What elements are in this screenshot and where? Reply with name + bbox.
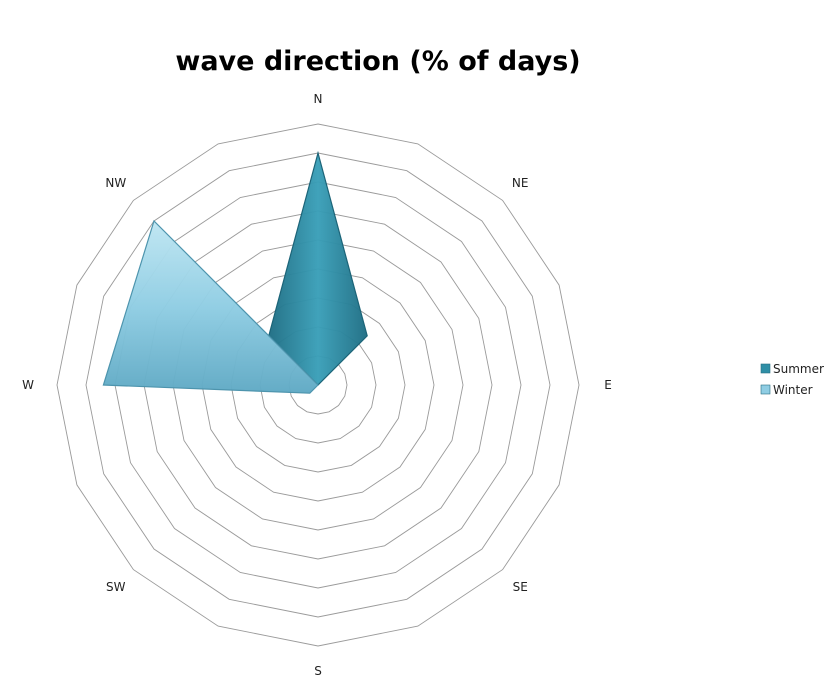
chart-title: wave direction (% of days) xyxy=(175,46,580,77)
category-label-se: SE xyxy=(513,580,528,594)
radar-grid xyxy=(56,123,580,647)
legend-label-winter: Winter xyxy=(773,383,813,397)
grid-ring xyxy=(56,123,580,647)
category-labels: N NE E SE S SW W NW xyxy=(22,92,612,678)
category-label-w: W xyxy=(22,378,34,392)
category-label-n: N xyxy=(314,92,323,106)
series-winter-area xyxy=(102,219,319,394)
legend-swatch-winter xyxy=(760,384,771,395)
legend-swatch-summer xyxy=(760,363,771,374)
grid-ring xyxy=(85,152,551,618)
legend: Summer Winter xyxy=(760,362,824,397)
category-label-s: S xyxy=(314,664,322,678)
legend-label-summer: Summer xyxy=(773,362,824,376)
category-label-ne: NE xyxy=(512,176,529,190)
category-label-e: E xyxy=(604,378,612,392)
category-label-nw: NW xyxy=(105,176,126,190)
series-layer xyxy=(102,150,368,394)
category-label-sw: SW xyxy=(106,580,126,594)
